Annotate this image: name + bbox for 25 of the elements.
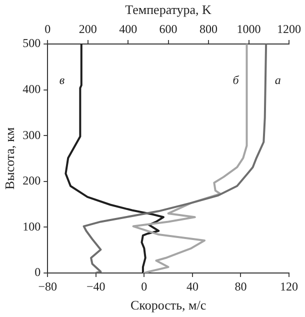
x2-tick-label: 800 [200, 22, 218, 36]
x2-tick-label: 200 [78, 22, 97, 36]
y-tick-label: 0 [34, 265, 41, 280]
x2-tick-label: 0 [44, 22, 51, 36]
x2-tick-label: 1200 [277, 22, 301, 36]
series-label: в [59, 72, 65, 87]
y-tick-label: 200 [22, 174, 41, 188]
x-axis-title: Скорость, м/с [130, 298, 206, 313]
x-tick-label: 0 [141, 279, 148, 294]
series-label: б [232, 72, 240, 87]
y-tick-label: 100 [22, 219, 41, 234]
x2-axis-title: Температура, K [125, 2, 212, 18]
x-tick-label: −40 [86, 279, 106, 294]
y-tick-label: 400 [22, 82, 41, 96]
x-tick-label: 120 [280, 279, 298, 294]
x2-tick-label: 600 [159, 22, 178, 36]
y-tick-label: 500 [22, 36, 41, 50]
x-tick-label: −80 [38, 279, 57, 294]
x-tick-label: 80 [234, 279, 247, 294]
x-tick-label: 40 [186, 279, 198, 294]
x2-tick-label: 400 [119, 22, 138, 36]
y-axis-title: Высота, км [2, 127, 18, 190]
series-label: а [274, 72, 281, 87]
y-tick-label: 300 [22, 128, 41, 142]
x2-tick-label: 1000 [236, 22, 261, 36]
